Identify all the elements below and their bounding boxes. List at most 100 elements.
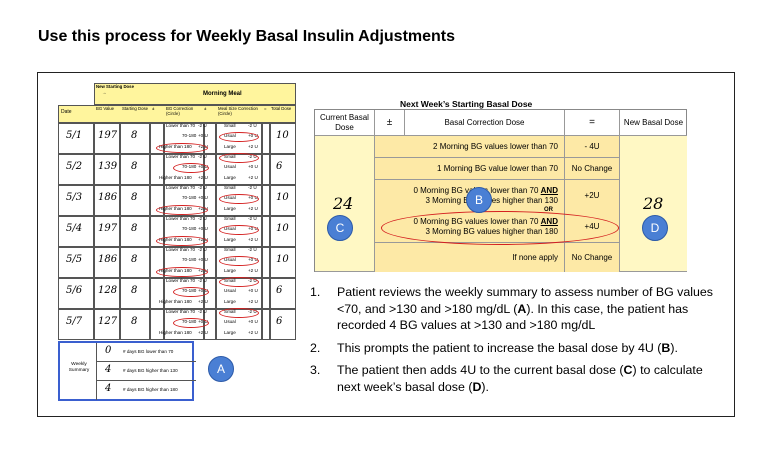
log-cell — [58, 154, 94, 185]
summary-row-low70: 0 # days BG lower than 70 — [96, 343, 196, 362]
meal-option-dose: -2 U — [248, 247, 257, 252]
meal-option-dose: +0 U — [248, 319, 258, 325]
bg-option-label: 70-180 — [182, 226, 197, 232]
column-header-row — [58, 105, 296, 123]
weekly-summary-box: Weekly Summary 0 # days BG lower than 70… — [58, 341, 196, 401]
step-text: The patient then adds 4U to the current … — [337, 363, 624, 377]
bg-option-label: Higher than 180 — [159, 329, 192, 335]
log-cell — [120, 185, 150, 216]
meal-option-label: Large — [224, 329, 236, 335]
log-cell — [58, 216, 94, 247]
bg-option-label: Lower than 70 — [166, 247, 196, 252]
page-title: Use this process for Weekly Basal Insuli… — [38, 28, 456, 45]
log-cell — [94, 278, 120, 309]
dose-table-title: Next Week’s Starting Basal Dose — [400, 99, 533, 109]
step-text: Patient reviews the weekly summary to as… — [337, 285, 714, 316]
rule-row-2-condition: 1 Morning BG value lower than 70 — [375, 158, 565, 180]
summary-row-high180: 4 # days BG higher than 180 — [96, 381, 196, 400]
bg-value: 127 — [98, 316, 118, 327]
log-cell — [150, 247, 164, 278]
bg-option-dose: +2 U — [198, 174, 208, 180]
date-value: 5/3 — [66, 192, 83, 203]
meal-option-dose: +2 U — [248, 205, 258, 211]
meal-header: Morning Meal — [203, 91, 242, 97]
summary-text: # days BG higher than 130 — [123, 368, 178, 373]
meal-size-circle — [219, 277, 259, 287]
bg-option-dose: -2 U — [198, 185, 207, 190]
basal-dose-table: Current Basal Dose ± Basal Correction Do… — [314, 109, 687, 272]
log-cell — [262, 278, 270, 309]
step-ref: B — [661, 340, 671, 355]
step-1: 1. Patient reviews the weekly summary to… — [310, 284, 720, 334]
log-cell — [270, 278, 296, 309]
or-label: OR — [544, 207, 553, 213]
log-cell — [58, 278, 94, 309]
summary-text: # days BG higher than 180 — [123, 387, 178, 392]
log-cell — [150, 154, 164, 185]
bg-option-label: Lower than 70 — [166, 309, 196, 314]
step-text: ). — [481, 379, 489, 394]
starting-dose-value: 8 — [131, 285, 138, 296]
log-cell — [164, 216, 204, 247]
starting-dose-value: 8 — [131, 254, 138, 265]
col-meal-size-correction: Meal Size Correction (Circle) — [218, 106, 258, 116]
current-dose-value: 24 — [333, 194, 354, 213]
meal-option-label: Small — [224, 185, 236, 190]
bg-option-dose: +2 U — [198, 298, 208, 304]
meal-size-circle — [219, 132, 259, 143]
log-cell — [150, 309, 164, 340]
total-dose-value: 6 — [276, 316, 283, 327]
log-cell — [120, 278, 150, 309]
summary-row-high130: 4 # days BG higher than 130 — [96, 362, 196, 381]
bg-value: 186 — [98, 254, 118, 265]
step-2: 2. This prompts the patient to increase … — [310, 340, 720, 357]
bg-option-dose: -2 U — [198, 309, 207, 314]
meal-option-label: Small — [224, 216, 236, 221]
bg-value: 128 — [98, 285, 118, 296]
bg-option-dose: +0 U — [198, 133, 208, 139]
bg-option-label: 70-180 — [182, 257, 197, 263]
meal-option-dose: +2 U — [248, 267, 258, 273]
log-cell — [204, 247, 216, 278]
step-ref: C — [623, 363, 633, 377]
bg-option-dose: -2 U — [198, 247, 207, 252]
log-cell — [270, 154, 296, 185]
log-cell — [120, 247, 150, 278]
date-value: 5/5 — [66, 254, 83, 265]
log-row: 5/6 128 8 6 Lower than 70 -2 U 70-180 +0 U Highe… — [58, 277, 296, 309]
step-text: ) to calculate next week’s basal dose ( — [337, 363, 703, 394]
step-ref: A — [517, 301, 527, 316]
log-cell — [262, 247, 270, 278]
slide-frame — [37, 72, 735, 417]
log-cell — [94, 185, 120, 216]
badge-a: A — [208, 356, 234, 382]
meal-option-label: Usual — [224, 319, 236, 325]
meal-option-label: Large — [224, 174, 236, 180]
log-cell — [120, 123, 150, 154]
meal-option-dose: +2 U — [248, 143, 258, 149]
log-cell — [262, 154, 270, 185]
total-dose-value: 10 — [276, 192, 289, 203]
log-cell — [94, 154, 120, 185]
total-dose-value: 6 — [276, 285, 283, 296]
meal-option-label: Usual — [224, 164, 236, 170]
meal-option-label: Small — [224, 123, 236, 128]
header-correction-dose: Basal Correction Dose — [405, 110, 565, 136]
date-value: 5/7 — [66, 316, 83, 327]
summary-count: 0 — [105, 345, 112, 356]
log-row: 5/5 186 8 10 Lower than 70 -2 U 70-180 +0 U High… — [58, 247, 296, 278]
meal-option-dose: +0 U — [248, 288, 258, 294]
log-cell — [216, 185, 262, 216]
meal-option-dose: -2 U — [248, 123, 257, 128]
rule-row-5-change: No Change — [565, 243, 620, 272]
date-value: 5/4 — [66, 223, 83, 234]
bg-option-label: 70-180 — [182, 195, 197, 201]
log-cell — [150, 278, 164, 309]
weekly-summary-label: Weekly Summary — [68, 362, 90, 373]
meal-option-label: Large — [224, 267, 236, 273]
bg-correction-circle — [173, 287, 209, 298]
meal-option-label: Usual — [224, 288, 236, 294]
meal-option-dose: -2 U — [248, 216, 257, 221]
log-row: 5/1 197 8 10 Lower than 70 -2 U 70-180 +0 U High… — [58, 123, 296, 154]
log-cell — [164, 123, 204, 154]
